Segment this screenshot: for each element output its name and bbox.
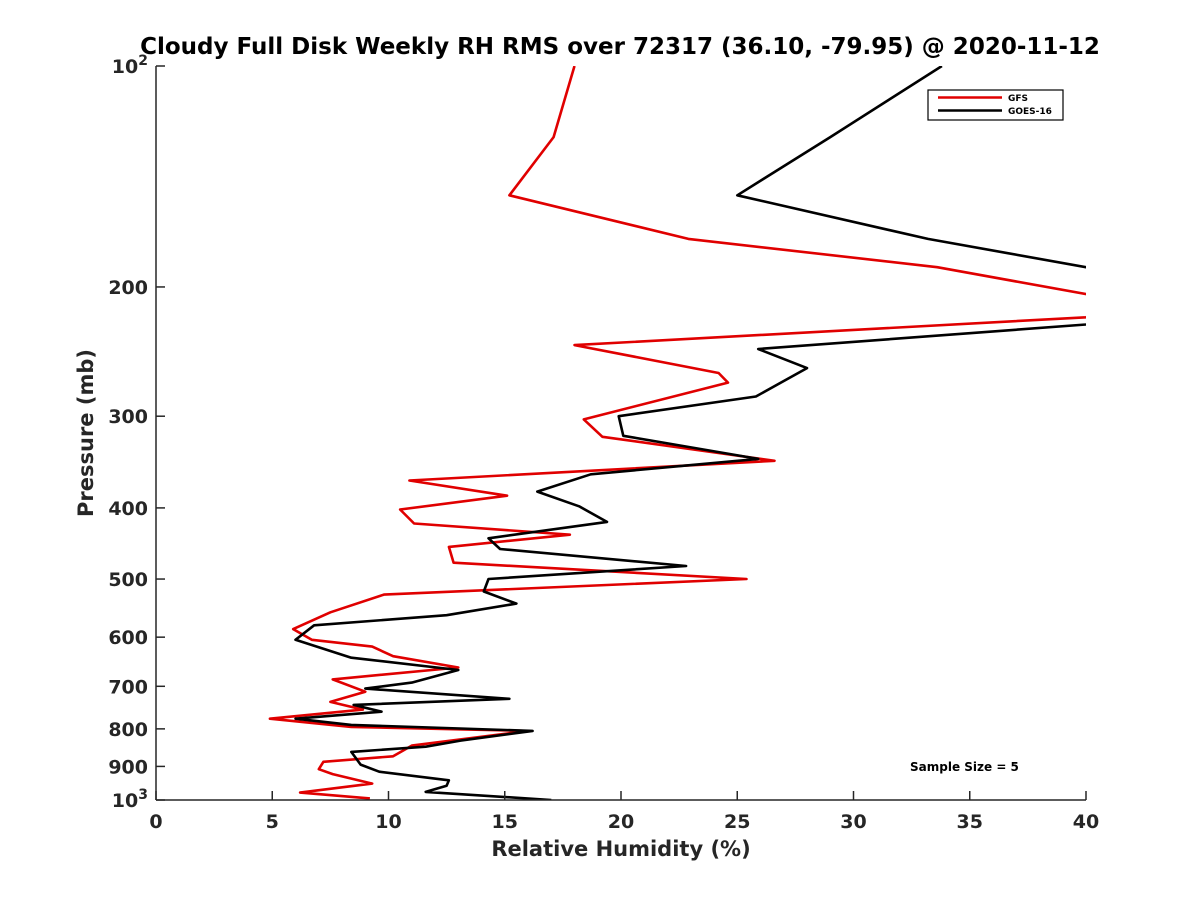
x-tick-label: 30 <box>840 811 866 833</box>
y-tick-label: 102 <box>112 53 148 78</box>
y-axis-label: Pressure (mb) <box>74 349 98 517</box>
y-tick-label: 600 <box>108 627 148 649</box>
ticks-layer: 0 5 10 15 20 25 30 35 40 102 200 300 400 500 600 700 800… <box>108 53 1099 833</box>
series-line-gfs <box>268 66 1086 800</box>
legend-label-gfs: GFS <box>1008 94 1028 104</box>
x-tick-label: 35 <box>957 811 983 833</box>
plot-area <box>156 66 1086 800</box>
y-tick-label: 400 <box>108 498 148 520</box>
y-tick-label: 103 <box>112 787 148 812</box>
x-tick-label: 40 <box>1073 811 1099 833</box>
legend: GFS GOES-16 <box>927 89 1064 121</box>
series-layer <box>268 66 1086 800</box>
legend-label-goes16: GOES-16 <box>1008 107 1052 117</box>
series-line-goes-16 <box>294 66 1086 800</box>
y-tick-label: 200 <box>108 277 148 299</box>
y-tick-label: 700 <box>108 676 148 698</box>
y-tick-label: 900 <box>108 756 148 778</box>
legend-box <box>927 89 1064 121</box>
y-tick-label: 300 <box>108 406 148 428</box>
x-tick-label: 25 <box>724 811 750 833</box>
x-tick-label: 20 <box>608 811 634 833</box>
x-axis-label: Relative Humidity (%) <box>491 837 750 861</box>
chart-title: Cloudy Full Disk Weekly RH RMS over 7231… <box>140 34 1100 60</box>
x-tick-label: 10 <box>375 811 401 833</box>
sample-size-annotation: Sample Size = 5 <box>910 760 1019 774</box>
x-tick-label: 5 <box>266 811 279 833</box>
x-tick-label: 0 <box>149 811 162 833</box>
y-tick-label: 500 <box>108 569 148 591</box>
x-tick-label: 15 <box>492 811 518 833</box>
y-tick-label: 800 <box>108 719 148 741</box>
